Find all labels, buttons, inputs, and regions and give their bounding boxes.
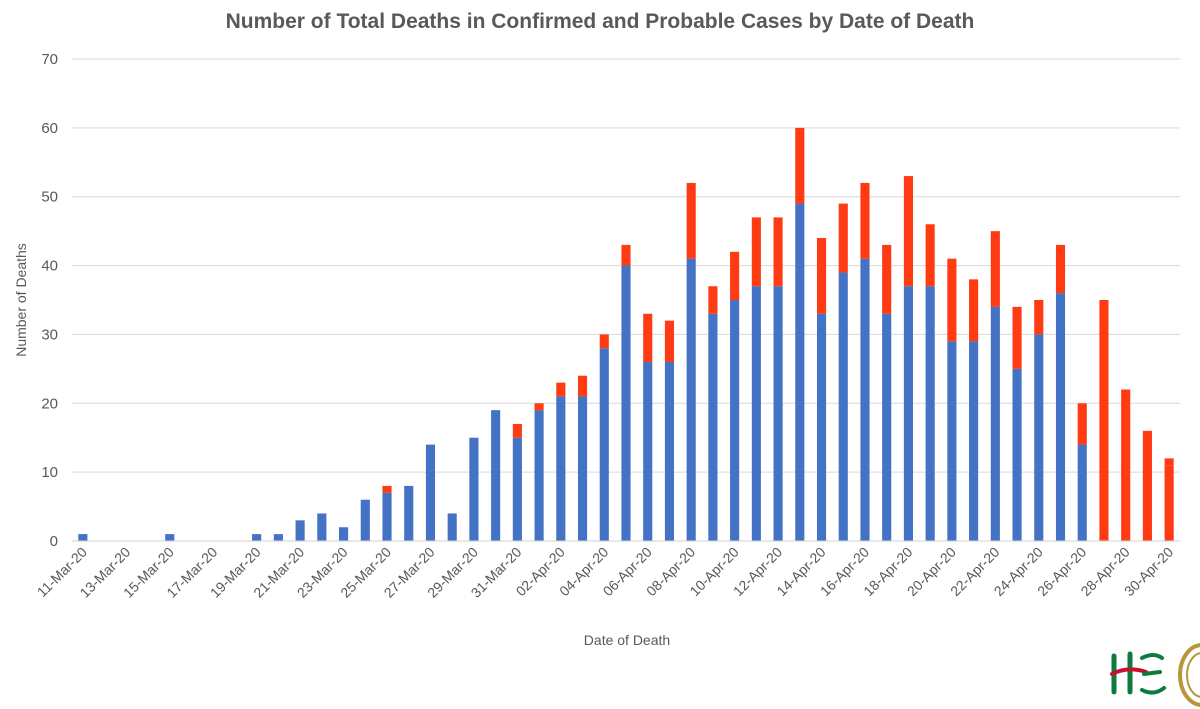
bar-series1-19-Apr-20 bbox=[925, 224, 935, 287]
bar-series0-20-Apr-20 bbox=[947, 341, 957, 541]
bar-series0-02-Apr-20 bbox=[556, 396, 566, 541]
bar-series1-18-Apr-20 bbox=[903, 176, 913, 287]
y-tick-label: 10 bbox=[41, 464, 58, 481]
y-tick-label: 40 bbox=[41, 258, 58, 275]
hse-logo-icon bbox=[1110, 651, 1166, 695]
bar-series1-15-Apr-20 bbox=[838, 203, 848, 273]
bar-series2-30-Apr-20 bbox=[1164, 458, 1174, 466]
bar-series1-25-Apr-20 bbox=[1055, 244, 1066, 294]
bar-series1-27-Apr-20 bbox=[1099, 300, 1109, 541]
bar-series0-03-Apr-20 bbox=[577, 396, 588, 541]
bar-series0-28-Mar-20 bbox=[447, 513, 457, 541]
bar-series1-04-Apr-20 bbox=[599, 334, 609, 349]
bar-series1-31-Mar-20 bbox=[512, 423, 522, 438]
bar-series1-22-Apr-20 bbox=[990, 231, 1000, 307]
bar-series1-25-Mar-20 bbox=[382, 485, 392, 493]
bar-series0-26-Apr-20 bbox=[1077, 444, 1087, 541]
bar-series0-01-Apr-20 bbox=[534, 410, 544, 541]
y-tick-label: 70 bbox=[41, 51, 58, 68]
bar-series0-08-Apr-20 bbox=[686, 258, 696, 541]
bar-series1-17-Apr-20 bbox=[882, 244, 892, 314]
bar-series0-13-Apr-20 bbox=[795, 203, 805, 541]
bar-series0-18-Apr-20 bbox=[903, 286, 913, 541]
bar-series0-14-Apr-20 bbox=[816, 313, 827, 541]
bar-series1-24-Apr-20 bbox=[1034, 300, 1044, 335]
bar-series1-20-Apr-20 bbox=[947, 258, 957, 342]
y-tick-label: 0 bbox=[50, 533, 58, 550]
bar-series0-24-Mar-20 bbox=[360, 499, 370, 541]
bar-series1-06-Apr-20 bbox=[643, 313, 653, 362]
bar-series0-21-Apr-20 bbox=[969, 341, 979, 541]
bar-series1-14-Apr-20 bbox=[816, 238, 827, 314]
bar-series0-25-Mar-20 bbox=[382, 492, 392, 541]
y-axis-ticks: 0 10 20 30 40 50 60 70 bbox=[41, 51, 58, 550]
bar-series0-12-Apr-20 bbox=[773, 286, 783, 541]
bar-series1-10-Apr-20 bbox=[730, 251, 740, 300]
bars bbox=[78, 127, 1174, 541]
bar-series0-19-Apr-20 bbox=[925, 286, 935, 541]
bar-series0-05-Apr-20 bbox=[621, 265, 631, 541]
bar-series0-06-Apr-20 bbox=[643, 361, 653, 541]
bar-series0-15-Apr-20 bbox=[838, 272, 848, 541]
bar-series0-11-Mar-20 bbox=[78, 534, 88, 541]
bar-series1-29-Apr-20 bbox=[1142, 430, 1152, 541]
bar-series0-30-Mar-20 bbox=[491, 410, 501, 541]
bar-series1-26-Apr-20 bbox=[1077, 403, 1087, 445]
bar-series0-04-Apr-20 bbox=[599, 348, 609, 541]
bar-series0-15-Mar-20 bbox=[165, 534, 175, 541]
bar-series1-28-Apr-20 bbox=[1121, 389, 1131, 541]
bar-series1-30-Apr-20 bbox=[1164, 465, 1174, 541]
bar-series0-29-Mar-20 bbox=[469, 437, 479, 541]
bar-series0-20-Mar-20 bbox=[273, 534, 283, 541]
bar-series1-08-Apr-20 bbox=[686, 182, 696, 259]
bar-series1-23-Apr-20 bbox=[1012, 306, 1022, 369]
y-tick-label: 30 bbox=[41, 326, 58, 343]
bar-series1-03-Apr-20 bbox=[577, 375, 588, 397]
bar-series0-26-Mar-20 bbox=[404, 485, 414, 541]
bar-series1-09-Apr-20 bbox=[708, 286, 718, 314]
bar-series0-19-Mar-20 bbox=[252, 534, 262, 541]
bar-series0-22-Apr-20 bbox=[990, 306, 1000, 541]
y-tick-label: 50 bbox=[41, 189, 58, 206]
bar-series1-16-Apr-20 bbox=[860, 182, 870, 259]
bar-series1-05-Apr-20 bbox=[621, 244, 631, 266]
government-seal-icon bbox=[1178, 643, 1200, 707]
bar-series1-07-Apr-20 bbox=[664, 320, 675, 362]
bar-series1-13-Apr-20 bbox=[795, 127, 805, 204]
bar-series0-24-Apr-20 bbox=[1034, 334, 1044, 541]
bar-series1-12-Apr-20 bbox=[773, 217, 783, 287]
bar-series0-31-Mar-20 bbox=[512, 437, 522, 541]
chart-title: Number of Total Deaths in Confirmed and … bbox=[225, 10, 975, 33]
y-tick-label: 20 bbox=[41, 395, 58, 412]
bar-series0-11-Apr-20 bbox=[751, 286, 761, 541]
x-axis-ticks: 11-Mar-2013-Mar-2015-Mar-2017-Mar-2019-M… bbox=[34, 544, 1177, 601]
bar-series0-17-Apr-20 bbox=[882, 313, 892, 541]
y-axis-label: Number of Deaths bbox=[13, 243, 29, 357]
y-tick-label: 60 bbox=[41, 120, 58, 137]
bar-series0-22-Mar-20 bbox=[317, 513, 327, 541]
bar-series0-16-Apr-20 bbox=[860, 258, 870, 541]
bar-series1-11-Apr-20 bbox=[751, 217, 761, 287]
bar-series1-02-Apr-20 bbox=[556, 382, 566, 397]
bar-series0-27-Mar-20 bbox=[425, 444, 436, 541]
bar-series0-07-Apr-20 bbox=[664, 361, 675, 541]
bar-series0-23-Mar-20 bbox=[339, 527, 349, 541]
x-axis-label: Date of Death bbox=[584, 632, 670, 648]
bar-series1-01-Apr-20 bbox=[534, 403, 544, 411]
bar-series0-23-Apr-20 bbox=[1012, 368, 1022, 541]
bar-series0-25-Apr-20 bbox=[1055, 293, 1066, 541]
bar-series1-21-Apr-20 bbox=[969, 279, 979, 342]
bar-series0-21-Mar-20 bbox=[295, 520, 305, 541]
bar-series0-09-Apr-20 bbox=[708, 313, 718, 541]
bar-series0-10-Apr-20 bbox=[730, 300, 740, 541]
